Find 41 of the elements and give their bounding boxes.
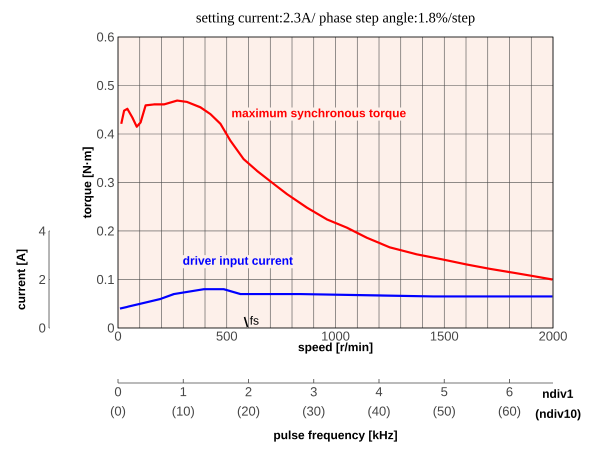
x-axis-title: speed [r/min] bbox=[298, 342, 372, 354]
y2-tick-label: 2 bbox=[39, 274, 46, 284]
y-tick-label: 0.6 bbox=[96, 32, 114, 42]
text: driver input current bbox=[183, 256, 293, 268]
x-tick-label: 1000 bbox=[322, 332, 350, 341]
annotation: fs bbox=[250, 316, 259, 325]
x2-tick-label: 6 bbox=[506, 387, 513, 396]
chart-title: setting current:2.3A/ phase step angle:1.8%/step bbox=[196, 12, 475, 26]
text: ndiv1 bbox=[542, 389, 574, 398]
x2-tick-label: 0 bbox=[114, 387, 122, 396]
text: (50) bbox=[434, 406, 455, 418]
y2-tick-label: 0 bbox=[39, 323, 46, 333]
text: (20) bbox=[238, 406, 260, 418]
y-tick-label: 0.3 bbox=[96, 178, 114, 188]
y2-tick-label: 4 bbox=[38, 226, 46, 236]
x2-tick-label: 5 bbox=[441, 387, 448, 396]
line-series bbox=[120, 99, 554, 281]
x-tick-label: 1500 bbox=[430, 332, 458, 341]
x-tick-label: 500 bbox=[216, 332, 238, 341]
y2-axis-title: current [A] bbox=[16, 250, 28, 310]
line-series bbox=[118, 288, 554, 310]
x2-tick-label: 2 bbox=[246, 387, 252, 396]
y-axis-title: torque [N·m] bbox=[82, 147, 94, 218]
text: (0) bbox=[110, 406, 126, 418]
x-tick-label: 2000 bbox=[539, 332, 567, 341]
x2-tick-label: 4 bbox=[376, 387, 382, 396]
x2-tick-label: 1 bbox=[180, 387, 186, 396]
y-tick-label: 0.1 bbox=[96, 274, 114, 284]
y-tick-label: 0.5 bbox=[96, 80, 114, 90]
x-tick-label: 0 bbox=[114, 332, 122, 341]
series-label: maximum synchronous torque bbox=[232, 108, 406, 120]
y-tick-label: 0.2 bbox=[96, 226, 114, 236]
text: (30) bbox=[303, 406, 324, 418]
y-tick-label: 0 bbox=[108, 323, 114, 333]
text: (40) bbox=[368, 406, 390, 418]
text: (ndiv10) bbox=[536, 409, 580, 420]
text: (60) bbox=[498, 406, 520, 418]
y-tick-label: 0.4 bbox=[96, 129, 114, 139]
x2-axis-title: pulse frequency [kHz] bbox=[274, 430, 397, 442]
text: (10) bbox=[172, 406, 194, 418]
x2-tick-label: 3 bbox=[310, 387, 317, 396]
